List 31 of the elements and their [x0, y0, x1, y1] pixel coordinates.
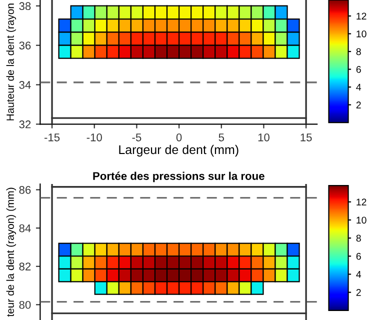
y-tick-label: 36 [19, 42, 31, 50]
x-tick-label: -15 [44, 134, 60, 142]
chart-title: Portée des pressions sur la roue [93, 172, 264, 182]
color-bar-label: 4 [356, 84, 362, 91]
color-bar-label: 12 [356, 198, 366, 206]
y-tick-label: 38 [19, 2, 31, 10]
y-tick-label: 32 [19, 120, 31, 128]
color-bar-label: 6 [356, 252, 361, 260]
y-tick-label: 86 [19, 186, 31, 194]
color-bar-label: 10 [356, 216, 366, 224]
color-bar-label: 10 [356, 30, 366, 38]
color-bar-label: 8 [356, 234, 361, 242]
y-tick-label: 82 [19, 262, 31, 270]
color-bar-label: 6 [356, 66, 361, 73]
color-bar-label: 2 [356, 102, 361, 108]
y-tick-label: 80 [19, 300, 31, 309]
x-tick-label: 5 [218, 134, 224, 142]
color-bar-label: 2 [356, 289, 361, 296]
x-tick-label: -10 [86, 133, 102, 142]
x-axis-title: Largeur de dent (mm) [119, 144, 238, 157]
x-tick-label: 15 [300, 134, 312, 142]
y-tick-label: 34 [19, 81, 31, 89]
y-axis-title: teur de la dent (rayon) (mm) [6, 188, 16, 317]
x-tick-label: 10 [258, 133, 270, 142]
x-tick-label: -5 [132, 134, 142, 142]
color-bar-label: 4 [356, 271, 362, 278]
y-axis-title: Hauteur de la dent (rayon [6, 4, 16, 120]
y-tick-label: 84 [19, 224, 31, 232]
color-bar-label: 12 [356, 12, 366, 20]
color-bar-label: 8 [356, 48, 361, 56]
x-tick-label: 0 [176, 133, 182, 142]
